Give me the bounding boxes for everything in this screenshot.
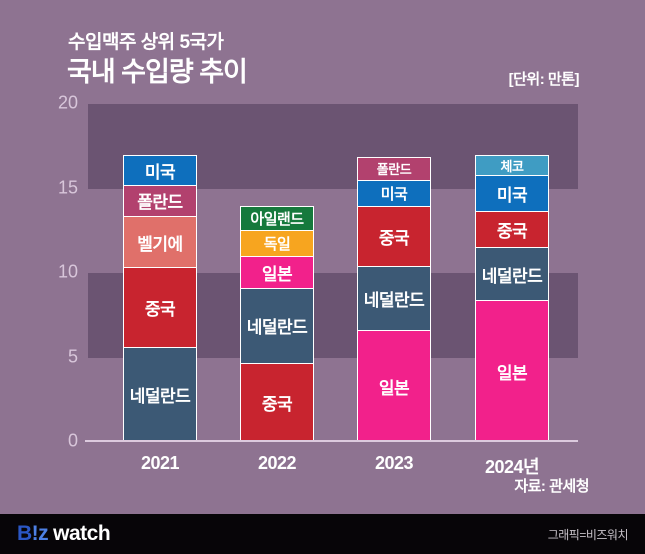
bar-segment: 중국 <box>475 210 549 248</box>
segment-label: 중국 <box>378 228 410 248</box>
bar-segment: 미국 <box>357 179 431 207</box>
segment-label: 중국 <box>144 300 176 320</box>
segment-label: 중국 <box>496 221 528 241</box>
bar-segment: 폴란드 <box>357 157 431 181</box>
y-tick-label: 0 <box>67 430 78 451</box>
bar-segment: 네덜란드 <box>475 246 549 302</box>
chart-subtitle: 수입맥주 상위 5국가 <box>68 32 224 53</box>
x-axis-label: 2021 <box>140 453 180 473</box>
bar-segment: 아일랜드 <box>240 206 314 232</box>
x-axis-label: 2024년 <box>484 457 540 477</box>
x-axis-label: 2023 <box>374 453 414 473</box>
unit-label: [단위: 만톤] <box>508 71 580 88</box>
segment-label: 일본 <box>378 378 410 398</box>
bar-segment: 네덜란드 <box>240 287 314 364</box>
bizwatch-logo: B! z watch <box>17 522 111 546</box>
segment-label: 체코 <box>500 159 524 174</box>
segment-label: 네덜란드 <box>363 291 425 311</box>
bar-segment: 일본 <box>357 330 431 442</box>
y-tick-label: 10 <box>57 261 78 282</box>
bar-segment: 폴란드 <box>123 184 197 217</box>
bar-segment: 중국 <box>240 362 314 442</box>
segment-label: 미국 <box>496 185 528 205</box>
bar-segment: 미국 <box>123 155 197 186</box>
bar-segment: 중국 <box>123 267 197 349</box>
segment-label: 네덜란드 <box>481 266 543 286</box>
bar-segment: 일본 <box>240 256 314 289</box>
segment-label: 아일랜드 <box>250 211 304 229</box>
x-axis-line <box>85 440 578 442</box>
segment-label: 폴란드 <box>137 193 183 213</box>
bar-segment: 네덜란드 <box>357 265 431 332</box>
bar-segment: 벨기에 <box>123 215 197 269</box>
logo-watch: watch <box>53 522 111 545</box>
segment-label: 일본 <box>261 264 293 284</box>
segment-label: 네덜란드 <box>246 318 308 338</box>
y-tick-label: 15 <box>57 176 78 197</box>
bar-segment: 체코 <box>475 155 549 176</box>
segment-label: 미국 <box>144 163 176 183</box>
chart-title: 국내 수입량 추이 <box>67 57 248 87</box>
logo-letter-z: z <box>38 522 49 545</box>
bar-segment: 미국 <box>475 174 549 212</box>
y-tick-label: 20 <box>57 92 78 113</box>
bar-segment: 중국 <box>357 205 431 267</box>
y-tick-label: 5 <box>67 345 78 366</box>
segment-label: 일본 <box>496 363 528 383</box>
footer-bar: B! z watch 그래픽=비즈워치 <box>0 514 645 554</box>
source-label: 자료: 관세청 <box>514 478 589 495</box>
plot-area: 미국 폴란드 벨기에 중국 네덜란드 아일랜드 독일 일본 네덜란드 중국 폴란드 미국 중국 네덜란드 일… <box>88 104 578 442</box>
segment-label: 폴란드 <box>376 162 412 178</box>
graphic-credit: 그래픽=비즈워치 <box>547 527 629 542</box>
logo-bang: ! <box>31 522 39 545</box>
logo-letter-b: B <box>17 522 32 545</box>
segment-label: 벨기에 <box>137 234 183 254</box>
segment-label: 미국 <box>380 185 408 203</box>
segment-label: 네덜란드 <box>129 387 191 407</box>
segment-label: 중국 <box>261 394 293 414</box>
segment-label: 독일 <box>263 236 291 254</box>
x-axis-label: 2022 <box>257 453 297 473</box>
bar-segment: 독일 <box>240 230 314 258</box>
bar-segment: 일본 <box>475 300 549 442</box>
bar-segment: 네덜란드 <box>123 347 197 442</box>
